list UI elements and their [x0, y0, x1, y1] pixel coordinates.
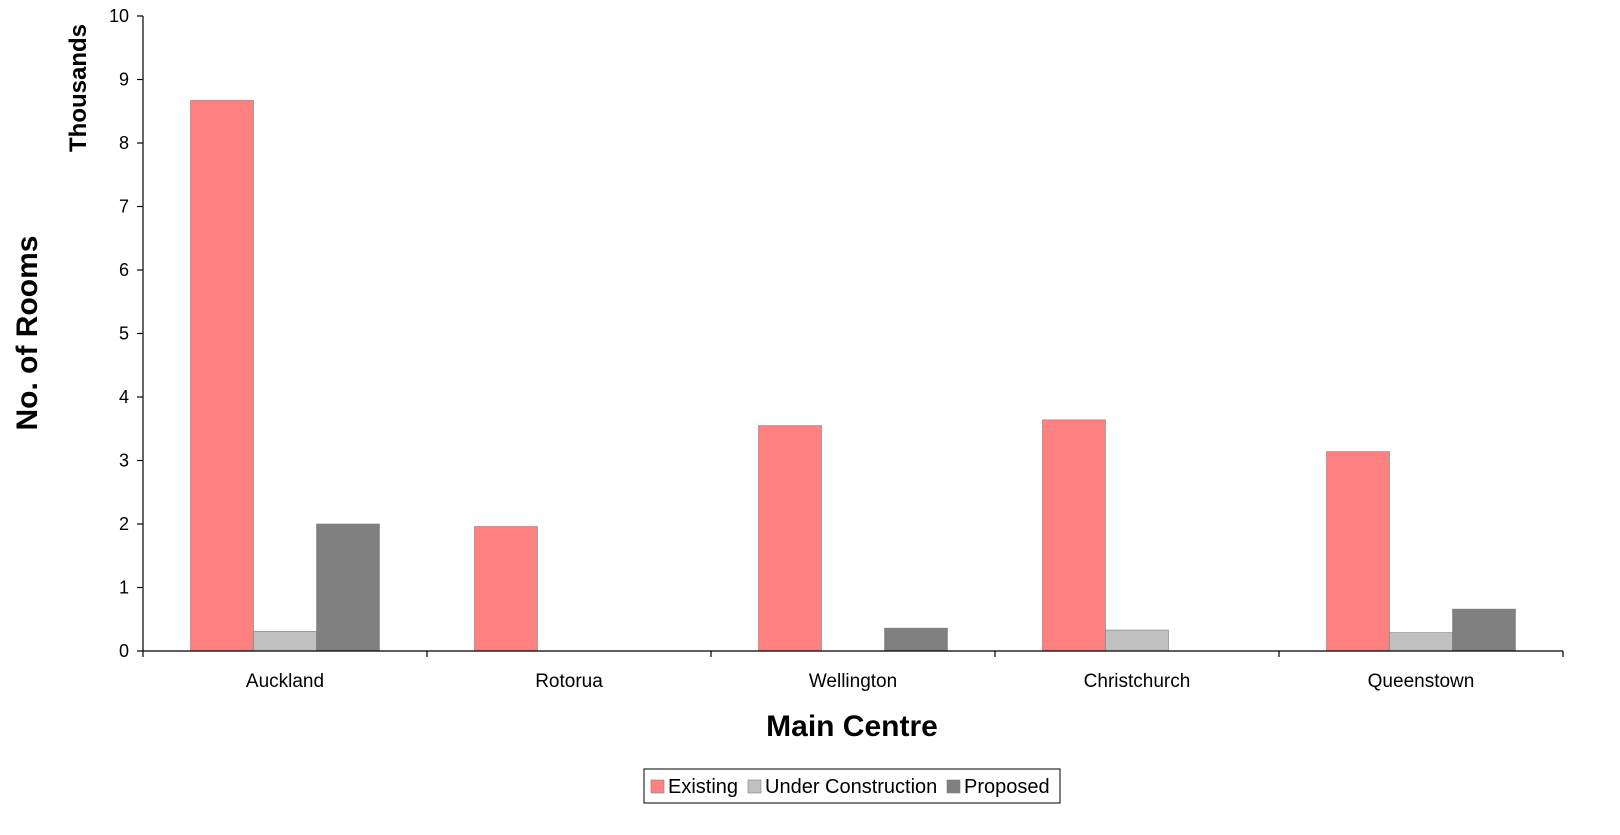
y-tick-label: 2	[119, 514, 129, 534]
bar-proposed	[1452, 608, 1516, 652]
bar-under-construction	[1389, 632, 1453, 652]
bar-existing	[474, 526, 538, 652]
bar-proposed	[316, 523, 380, 652]
x-category-label: Rotorua	[535, 671, 603, 692]
y-axis-ticks: 0 1 2 3 4 5 6 7 8 9 10	[109, 6, 143, 661]
y-tick-label: 5	[119, 324, 129, 344]
legend-swatch-under-construction	[747, 779, 762, 794]
legend-label-proposed: Proposed	[964, 776, 1050, 798]
y-tick-label: 10	[109, 6, 129, 26]
bar-under-construction	[1105, 629, 1169, 652]
bar-existing	[1326, 451, 1390, 652]
legend-label-existing: Existing	[668, 776, 738, 798]
bar-proposed	[884, 627, 948, 652]
x-category-label: Wellington	[809, 671, 897, 692]
y-tick-label: 4	[119, 387, 129, 407]
x-axis-title: Main Centre	[766, 710, 938, 743]
bar-existing	[758, 425, 822, 652]
x-category-label: Auckland	[246, 671, 324, 692]
bars	[190, 100, 1516, 652]
bar-under-construction	[253, 631, 317, 652]
y-tick-label: 6	[119, 260, 129, 280]
y-axis-unit-label: Thousands	[65, 24, 92, 152]
y-tick-label: 9	[119, 70, 129, 90]
y-tick-label: 0	[119, 641, 129, 661]
x-axis-ticks: Auckland Rotorua Wellington Christchurch Que…	[142, 651, 1564, 692]
y-tick-label: 8	[119, 133, 129, 153]
y-tick-label: 7	[119, 197, 129, 217]
y-tick-label: 1	[119, 578, 129, 598]
legend-box	[643, 768, 1061, 804]
y-tick-label: 3	[119, 451, 129, 471]
bar-existing	[1042, 419, 1106, 652]
legend-label-under-construction: Under Construction	[765, 776, 937, 798]
y-axis-title: No. of Rooms	[11, 236, 44, 431]
legend-swatch-existing	[650, 779, 665, 794]
bar-existing	[190, 100, 254, 652]
legend: Existing Under Construction Proposed	[643, 768, 1061, 804]
legend-swatch-proposed	[946, 779, 961, 794]
x-category-label: Christchurch	[1084, 671, 1191, 692]
x-category-label: Queenstown	[1368, 671, 1475, 692]
